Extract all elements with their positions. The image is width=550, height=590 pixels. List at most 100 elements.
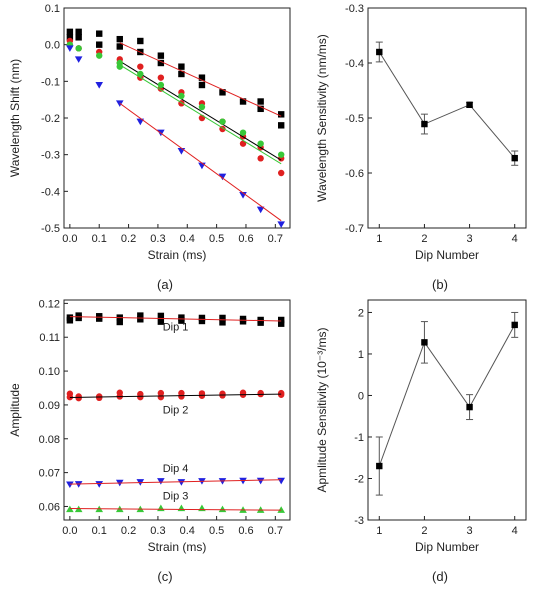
x-tick-label: 0.5: [209, 233, 224, 245]
data-point: [277, 320, 285, 327]
data-series: Dip 4: [66, 463, 285, 489]
x-tick-label: 0.7: [268, 233, 283, 245]
data-point: [157, 312, 165, 320]
data-point: [277, 316, 285, 324]
data-point: [157, 52, 165, 59]
data-point: [218, 505, 227, 513]
x-tick-label: 2: [421, 525, 427, 537]
y-tick-label: -0.4: [41, 186, 60, 198]
data-point: [178, 393, 185, 400]
y-tick-label: 0.0: [45, 40, 60, 52]
y-tick-label: -0.2: [41, 113, 60, 125]
data-series: Dip 2: [66, 389, 285, 416]
data-point: [157, 504, 165, 512]
series-label: Dip 3: [163, 490, 189, 502]
fit-line: [119, 64, 282, 165]
data-point: [116, 63, 123, 70]
data-point: [96, 394, 103, 402]
data-series: Dip 1: [66, 312, 285, 333]
data-point: [198, 81, 206, 89]
chart-panel-c: 0.0 0.1 0.2 0.3 0.4 0.5 0.6 0.7 0.12 0.11 0.10 0.09…: [8, 298, 291, 584]
data-point: [511, 321, 518, 329]
data-point: [66, 28, 74, 36]
x-tick-label: 3: [467, 525, 473, 537]
fit-line: [119, 60, 282, 161]
data-point: [239, 129, 247, 136]
data-point: [177, 479, 186, 486]
data-point: [257, 155, 264, 162]
fit-line: [119, 102, 282, 222]
fit-line: [119, 42, 282, 117]
data-point: [75, 28, 82, 36]
y-tick-label: -0.5: [345, 113, 364, 125]
plot-frame: [367, 7, 527, 229]
series-label: Dip 1: [163, 321, 189, 333]
series-label: Dip 2: [163, 404, 189, 416]
y-tick-label: 0.12: [39, 298, 60, 310]
x-tick-label: 0.3: [150, 525, 165, 537]
data-point: [75, 314, 82, 322]
data-point: [137, 316, 144, 323]
y-tick-label: 0.1: [45, 3, 60, 15]
data-point: [137, 70, 144, 78]
y-tick-label: 2: [358, 307, 364, 319]
x-tick-label: 0.1: [92, 525, 107, 537]
data-point: [116, 318, 123, 326]
data-point: [421, 120, 428, 128]
data-point: [157, 74, 165, 81]
y-tick-label: 0.07: [39, 468, 60, 480]
y-tick-label: -0.3: [41, 150, 60, 162]
data-point: [66, 45, 74, 52]
fit-line: [69, 393, 282, 398]
data-point: [466, 403, 473, 411]
y-tick-label: 0.09: [39, 400, 60, 412]
data-point: [198, 74, 206, 81]
series-label: Dip 4: [163, 463, 189, 475]
data-point: [219, 118, 226, 125]
series-line: [378, 324, 516, 467]
data-point: [257, 140, 264, 147]
chart-panel-b: 1 2 3 4 -0.3 -0.4 -0.5 -0.6 -0.7 Dip Number Wavele…: [315, 3, 527, 292]
y-tick-label: 0: [358, 390, 364, 402]
y-axis-title: Apmlitude Sensitivity (10⁻³/ms): [315, 327, 329, 492]
x-tick-label: 2: [421, 233, 427, 245]
y-tick-label: -0.7: [345, 223, 364, 235]
data-point: [219, 314, 226, 322]
data-point: [96, 315, 103, 322]
data-point: [198, 103, 206, 111]
data-point: [256, 477, 265, 485]
chart-panel-a: 0.0 0.1 0.2 0.3 0.4 0.5 0.6 0.7 0.1 0.0 -0.1 -0.2 -0…: [8, 3, 291, 292]
data-point: [116, 35, 123, 43]
data-point: [66, 481, 74, 489]
data-point: [66, 317, 74, 324]
data-point: [136, 118, 145, 126]
data-point: [137, 63, 144, 70]
x-tick-label: 0.6: [238, 233, 253, 245]
data-point: [157, 81, 165, 89]
data-point: [466, 101, 473, 108]
y-axis-title: Wavelength Shift (nm): [8, 59, 22, 177]
fit-line: [69, 507, 282, 511]
data-series: Dip 3: [66, 490, 285, 513]
data-point: [277, 151, 285, 158]
x-axis-title: Dip Number: [415, 540, 479, 554]
plot-frame: [63, 299, 291, 521]
fit-line: [69, 479, 282, 485]
data-point: [137, 37, 144, 45]
y-tick-label: 0.10: [39, 366, 60, 378]
x-axis-title: Strain (ms): [148, 248, 207, 262]
y-tick-label: -2: [354, 473, 364, 485]
y-tick-label: 1: [358, 349, 364, 361]
y-axis-title: Wavelength Sensitivity (nm/ms): [315, 34, 329, 202]
y-tick-label: -0.1: [41, 76, 60, 88]
panel-label: (a): [157, 277, 173, 292]
y-tick-label: 0.08: [39, 434, 60, 446]
data-point: [257, 98, 264, 105]
data-point: [157, 393, 165, 401]
data-point: [239, 318, 247, 325]
data-point: [376, 48, 383, 56]
data-point: [277, 477, 285, 485]
data-point: [257, 105, 264, 113]
panel-label: (d): [432, 569, 448, 584]
